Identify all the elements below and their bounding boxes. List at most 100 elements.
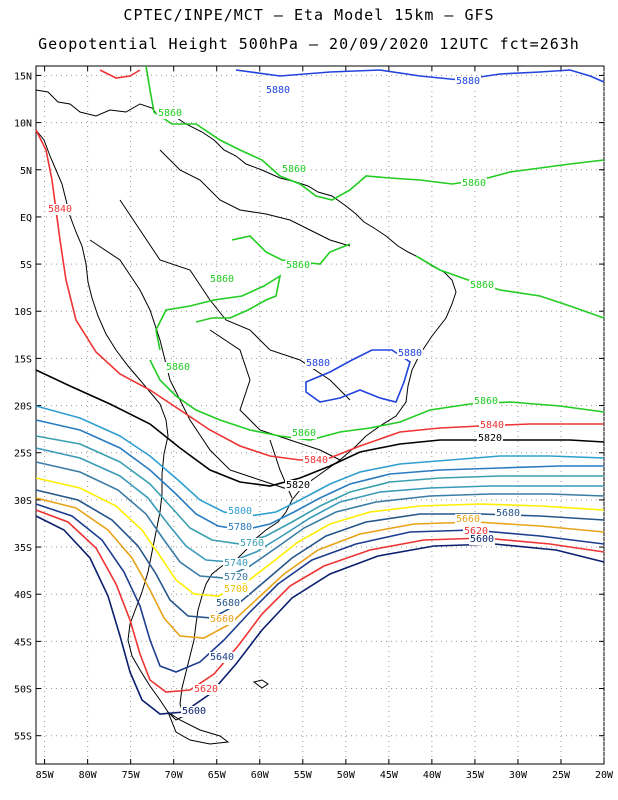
lat-label: 5N	[20, 166, 32, 177]
lon-label: 70W	[165, 770, 184, 781]
contour-label-bg	[209, 274, 235, 285]
lat-label: 5S	[20, 260, 32, 271]
contour-label: 5840	[48, 204, 72, 215]
contour-label-bg	[455, 514, 481, 525]
contour-label-bg	[291, 428, 317, 439]
lat-label: EQ	[20, 213, 32, 224]
lon-label: 20W	[595, 770, 614, 781]
contour-label-bg	[239, 538, 265, 549]
contour-label: 5760	[240, 538, 264, 549]
lat-label: 20S	[14, 402, 32, 413]
contour-label-bg	[223, 584, 249, 595]
contour-label-bg	[227, 522, 253, 533]
contour-label: 5680	[496, 508, 520, 519]
contour-label: 5860	[474, 396, 498, 407]
coastlines	[35, 89, 457, 745]
contour-5880-brazil	[305, 349, 411, 403]
contour-label-bg	[215, 598, 241, 609]
contour-label: 5860	[282, 164, 306, 175]
contour-5800	[35, 405, 605, 517]
contour-label: 5820	[478, 433, 502, 444]
axis-ticks	[36, 66, 605, 764]
contour-label-bg	[469, 534, 495, 545]
contour-label: 5620	[464, 526, 488, 537]
contour-label-bg	[47, 204, 73, 215]
contour-label-bg	[157, 108, 183, 119]
contour-5780	[35, 419, 604, 531]
contour-5620	[35, 509, 605, 693]
longitude-labels: 85W 80W 75W 70W 65W 60W 55W 50W 45W 40W 35W 30W 25W 2…	[36, 770, 614, 781]
contour-label-bg	[181, 706, 207, 717]
contour-label: 5860	[470, 280, 494, 291]
contour-label: 5880	[398, 348, 422, 359]
contour-label-bg	[285, 480, 311, 491]
map-title-line1: CPTEC/INPE/MCT – Eta Model 15km – GFS	[123, 6, 495, 24]
contour-label: 5860	[292, 428, 316, 439]
contour-label-bg	[455, 76, 481, 87]
contour-label: 5780	[228, 522, 252, 533]
contour-label-bg	[473, 396, 499, 407]
contour-5860-west	[155, 274, 282, 351]
contour-label-bg	[479, 420, 505, 431]
contour-label-bg	[223, 572, 249, 583]
contour-label: 5820	[286, 480, 310, 491]
contour-label: 5700	[224, 584, 248, 595]
contour-label: 5880	[306, 358, 330, 369]
lat-label: 25S	[14, 449, 32, 460]
lon-label: 55W	[294, 770, 313, 781]
lon-label: 30W	[509, 770, 528, 781]
lat-label: 35S	[14, 543, 32, 554]
lon-label: 50W	[337, 770, 356, 781]
contour-label-bg	[209, 652, 235, 663]
contour-label-bg	[281, 164, 307, 175]
border-andes	[89, 239, 291, 491]
contour-5760	[35, 435, 604, 545]
lat-label: 40S	[14, 590, 32, 601]
contour-label: 5660	[456, 514, 480, 525]
contour-label-bg	[265, 85, 291, 96]
contour-label: 5640	[210, 652, 234, 663]
lat-label: 10N	[14, 119, 32, 130]
contour-label: 5800	[228, 506, 252, 517]
lon-label: 25W	[552, 770, 571, 781]
contour-label: 5840	[304, 455, 328, 466]
lon-label: 60W	[251, 770, 270, 781]
contour-labels: 5880 5880 5860 5860 5860 5840 5860 5860 5860 5880…	[47, 76, 521, 717]
contour-label: 5880	[456, 76, 480, 87]
lat-label: 15S	[14, 354, 32, 365]
contour-label-bg	[305, 358, 331, 369]
contour-label-bg	[165, 362, 191, 373]
contour-5840	[35, 129, 604, 461]
latitude-labels: 15N 10N 5N EQ 5S 10S 15S 20S 25S 30S 35S 40S 45S 50S 5…	[14, 71, 32, 742]
contour-label: 5720	[224, 572, 248, 583]
contour-label-bg	[193, 684, 219, 695]
contour-label-bg	[223, 558, 249, 569]
lat-label: 30S	[14, 496, 32, 507]
lat-label: 45S	[14, 637, 32, 648]
contour-label-bg	[397, 348, 423, 359]
lon-label: 85W	[36, 770, 55, 781]
contour-5720	[35, 461, 605, 579]
contour-label: 5740	[224, 558, 248, 569]
lat-label: 15N	[14, 71, 32, 82]
lon-label: 40W	[423, 770, 442, 781]
contour-label-bg	[461, 178, 487, 189]
contour-label: 5860	[286, 260, 310, 271]
contour-label-bg	[463, 526, 489, 537]
contour-5740	[35, 447, 604, 563]
lon-label: 65W	[208, 770, 227, 781]
lat-label: 10S	[14, 307, 32, 318]
contour-label: 5600	[182, 706, 206, 717]
contour-label: 5660	[210, 614, 234, 625]
lat-label: 50S	[14, 685, 32, 696]
contour-5820	[35, 369, 605, 487]
contour-label-bg	[469, 280, 495, 291]
border-bolivia-paraguay	[209, 329, 341, 461]
lon-label: 35W	[466, 770, 485, 781]
contour-label-bg	[477, 433, 503, 444]
contour-label: 5860	[158, 108, 182, 119]
lon-label: 75W	[122, 770, 141, 781]
lon-label: 45W	[380, 770, 399, 781]
contour-label-bg	[209, 614, 235, 625]
contour-label: 5860	[166, 362, 190, 373]
